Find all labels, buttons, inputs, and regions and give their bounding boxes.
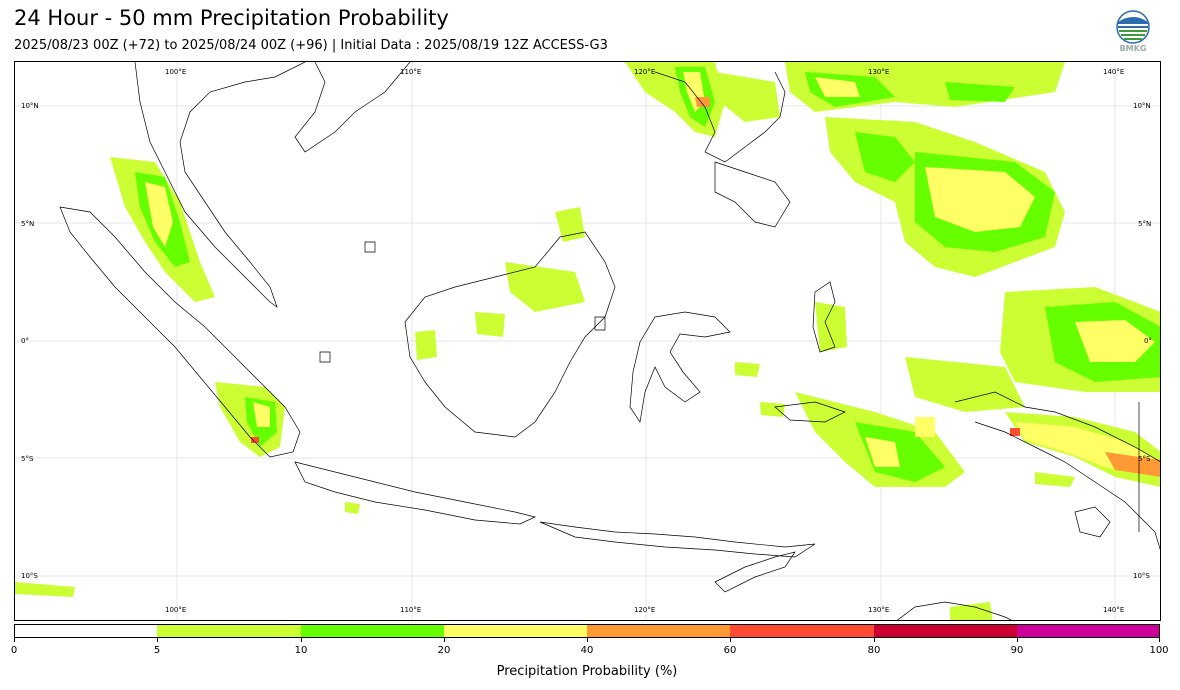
colorbar-segment — [444, 624, 587, 638]
colorbar-segment — [874, 624, 1017, 638]
longitude-labels-top: 100°E 110°E 120°E 130°E 140°E — [165, 68, 1124, 76]
colorbar-tick-label: 20 — [437, 645, 451, 656]
colorbar-tick-label: 10 — [294, 645, 308, 656]
colorbar-tick-label: 90 — [1010, 645, 1024, 656]
colorbar-title: Precipitation Probability (%) — [496, 664, 678, 679]
longitude-labels-bottom: 100°E 110°E 120°E 130°E 140°E — [165, 606, 1124, 614]
colorbar-tick-label: 0 — [10, 645, 18, 656]
latitude-labels-right: 10°N 5°N 0° 5°S 10°S — [1133, 102, 1152, 580]
precip-probability-layer — [15, 62, 1160, 620]
lon-label: 110°E — [400, 68, 421, 76]
lon-label: 110°E — [400, 606, 421, 614]
lat-label: 5°S — [1138, 455, 1151, 463]
lat-label: 10°S — [1133, 572, 1150, 580]
map-panel: 100°E 110°E 120°E 130°E 140°E 100°E 110°… — [14, 61, 1161, 621]
lon-label: 140°E — [1103, 68, 1124, 76]
lon-label: 130°E — [868, 68, 889, 76]
graticule — [15, 62, 1160, 620]
colorbar-segment — [301, 624, 444, 638]
map-canvas: 100°E 110°E 120°E 130°E 140°E 100°E 110°… — [15, 62, 1160, 620]
bmkg-logo: BMKG — [1114, 10, 1152, 56]
coastlines — [59, 62, 1160, 620]
lon-label: 100°E — [165, 68, 186, 76]
logo-text: BMKG — [1119, 44, 1147, 53]
lat-label: 5°S — [21, 455, 34, 463]
colorbar — [14, 624, 1160, 642]
colorbar-segment — [14, 624, 157, 638]
colorbar-tick-label: 5 — [153, 645, 161, 656]
colorbar-segment — [1017, 624, 1160, 638]
colorbar-segment — [587, 624, 730, 638]
latitude-labels-left: 10°N 5°N 0° 5°S 10°S — [21, 102, 39, 580]
lat-label: 0° — [1144, 337, 1152, 345]
colorbar-tick-label: 60 — [723, 645, 737, 656]
colorbar-segment — [157, 624, 301, 638]
colorbar-tick-label: 40 — [580, 645, 594, 656]
lon-label: 100°E — [165, 606, 186, 614]
map-title: 24 Hour - 50 mm Precipitation Probabilit… — [14, 6, 449, 30]
lat-label: 5°N — [1138, 220, 1151, 228]
lon-label: 120°E — [634, 606, 655, 614]
lat-label: 10°N — [21, 102, 39, 110]
colorbar-tick-label: 80 — [867, 645, 881, 656]
lat-label: 0° — [21, 337, 29, 345]
lon-label: 130°E — [868, 606, 889, 614]
colorbar-segment — [730, 624, 874, 638]
colorbar-tick-label: 100 — [1149, 645, 1169, 656]
lon-label: 140°E — [1103, 606, 1124, 614]
map-subtitle: 2025/08/23 00Z (+72) to 2025/08/24 00Z (… — [14, 38, 608, 53]
lat-label: 10°N — [1133, 102, 1151, 110]
lat-label: 10°S — [21, 572, 38, 580]
lon-label: 120°E — [634, 68, 655, 76]
lat-label: 5°N — [21, 220, 34, 228]
